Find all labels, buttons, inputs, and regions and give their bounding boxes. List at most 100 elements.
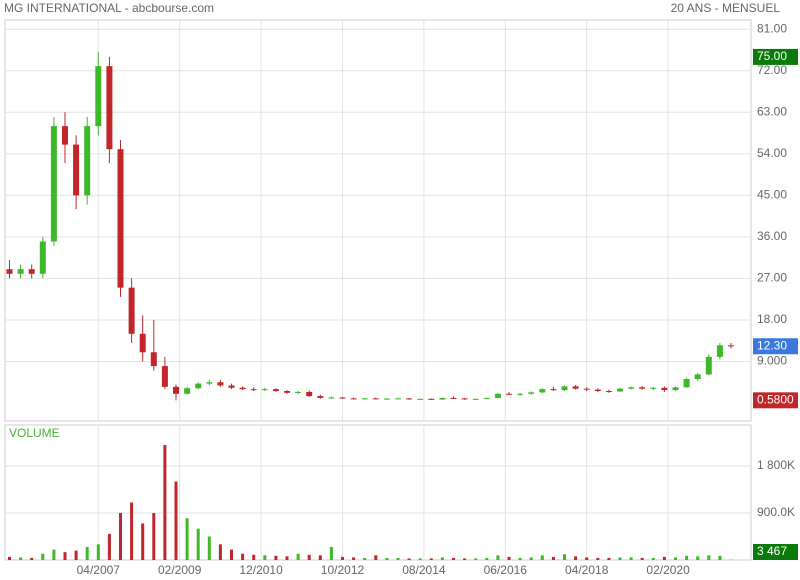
volume-bar [296, 553, 300, 560]
volume-bar [485, 557, 489, 560]
candle-body [594, 389, 601, 392]
candle-body [628, 387, 635, 389]
volume-title: VOLUME [9, 426, 60, 440]
candle-body [195, 383, 202, 389]
volume-bar [318, 555, 322, 560]
candle-body [173, 386, 179, 394]
volume-bar [374, 555, 378, 560]
volume-bar [429, 558, 433, 560]
volume-bar [585, 557, 589, 560]
volume-bar [119, 512, 122, 560]
candle-body [483, 397, 490, 399]
volume-bar [685, 555, 689, 560]
candle-body [295, 391, 302, 393]
candle-body [84, 126, 91, 196]
y-tick-label: 27.00 [757, 271, 787, 285]
volume-bar [452, 557, 455, 560]
candle-body [73, 144, 80, 196]
volume-bar [41, 553, 45, 560]
volume-bar [507, 556, 511, 560]
volume-bar [540, 555, 544, 560]
candle-body [383, 398, 390, 400]
candle-body [217, 382, 224, 386]
volume-bar [651, 557, 655, 560]
candle-body [328, 397, 335, 399]
candle-body [206, 382, 213, 384]
volume-tick-label: 1 800K [757, 458, 795, 472]
volume-bar [707, 555, 711, 560]
chart-title: MG INTERNATIONAL - abcbourse.com [4, 1, 214, 15]
volume-bar [607, 557, 611, 560]
candle-body [461, 398, 468, 400]
volume-bar [30, 557, 34, 560]
candle-body [117, 149, 124, 288]
price-frame [4, 19, 752, 422]
price-badge-label: 75.00 [757, 49, 787, 63]
volume-bar [174, 481, 178, 560]
candle-body [261, 389, 268, 391]
y-tick-label: 81.00 [757, 21, 787, 35]
candle-body [306, 391, 313, 397]
y-tick-label: 45.00 [757, 188, 787, 202]
x-tick-label: 04/2018 [565, 563, 609, 577]
volume-bar [352, 557, 356, 560]
candle-body [705, 356, 712, 375]
volume-bar [463, 558, 467, 560]
candle-body [439, 397, 446, 400]
candle-body [95, 66, 102, 127]
candle-body [539, 389, 546, 393]
candle-body [339, 397, 346, 399]
volume-bar [19, 557, 23, 560]
candle-body [239, 387, 246, 390]
price-badge-label: 12.30 [757, 338, 787, 352]
volume-bar [96, 544, 100, 560]
volume-bar [518, 557, 522, 560]
candle-body [62, 126, 68, 145]
candle-body [428, 398, 435, 400]
volume-bar [618, 557, 622, 560]
volume-bar [196, 528, 200, 560]
volume-bar [241, 553, 245, 560]
candle-body [39, 241, 46, 274]
volume-bar [252, 554, 256, 560]
volume-bar [341, 556, 344, 560]
candle-body [494, 393, 501, 398]
volume-bar [263, 555, 267, 560]
candle-body [350, 398, 357, 400]
volume-bar [529, 557, 533, 560]
candle-body [395, 398, 401, 400]
candle-body [572, 386, 579, 389]
volume-bar [407, 558, 411, 560]
candle-body [17, 269, 24, 274]
volume-frame [4, 424, 752, 561]
candle-body [517, 393, 524, 395]
volume-bar [130, 502, 134, 560]
y-tick-label: 9.000 [757, 354, 787, 368]
volume-bar [307, 554, 311, 560]
candle-body [6, 269, 13, 274]
volume-bar [596, 557, 600, 560]
volume-bar [8, 556, 11, 560]
x-tick-label: 04/2007 [77, 563, 121, 577]
volume-badge [753, 544, 798, 560]
candle-body [150, 352, 157, 367]
candle-body [583, 388, 590, 390]
candle-body [250, 389, 257, 391]
price-badge [753, 338, 798, 355]
volume-bar [329, 546, 333, 560]
candle-body [284, 391, 290, 393]
volume-bar [396, 557, 400, 560]
price-badge [753, 48, 798, 65]
candle-body [617, 388, 623, 392]
volume-bar [52, 549, 56, 560]
candle-body [550, 389, 557, 391]
volume-bar [674, 557, 677, 560]
volume-bar [640, 557, 644, 560]
y-tick-label: 36.00 [757, 229, 787, 243]
volume-bar [63, 552, 67, 560]
y-tick-label: 63.00 [757, 104, 787, 118]
volume-bar [185, 518, 189, 560]
x-tick-label: 02/2020 [646, 563, 690, 577]
candle-body [228, 385, 235, 388]
